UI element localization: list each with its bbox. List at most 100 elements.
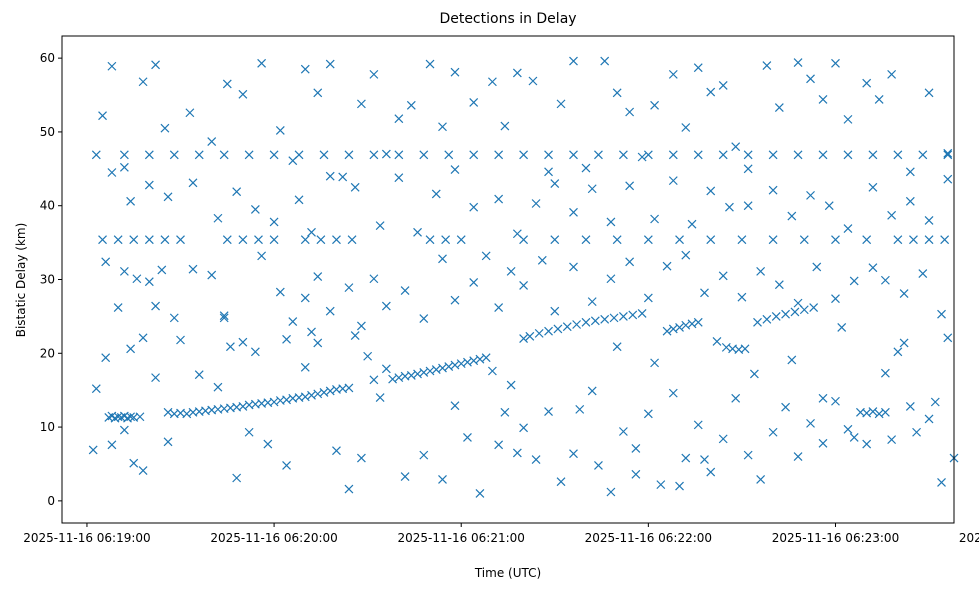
data-point: [943, 333, 953, 343]
data-point: [194, 150, 204, 160]
data-point: [344, 484, 354, 494]
data-point: [771, 311, 781, 321]
data-point: [687, 219, 697, 229]
data-point: [250, 204, 260, 214]
data-point: [606, 487, 616, 497]
data-point: [790, 307, 800, 317]
data-point: [606, 274, 616, 284]
data-point: [531, 455, 541, 464]
data-point: [912, 427, 921, 437]
data-point: [650, 214, 660, 224]
data-point: [590, 316, 600, 326]
data-point: [356, 321, 366, 331]
data-point: [222, 235, 232, 245]
data-point: [612, 342, 622, 352]
data-point: [163, 437, 173, 447]
data-point: [793, 452, 803, 462]
data-point: [643, 235, 653, 245]
data-point: [494, 303, 504, 312]
data-point: [631, 444, 641, 453]
data-point: [344, 383, 354, 393]
data-point: [325, 59, 335, 69]
data-point: [880, 275, 890, 285]
data-point: [135, 412, 145, 422]
data-point: [905, 401, 915, 411]
data-point: [494, 150, 504, 160]
chart-title: Detections in Delay: [439, 11, 576, 27]
data-point: [238, 89, 248, 99]
data-point: [469, 97, 479, 107]
data-point: [868, 150, 878, 160]
data-point: [749, 369, 759, 379]
data-point: [843, 150, 853, 160]
data-point: [681, 453, 691, 463]
data-point: [831, 294, 840, 304]
data-point: [569, 207, 578, 217]
data-point: [818, 393, 828, 403]
data-point: [163, 192, 173, 202]
data-point: [232, 473, 242, 483]
data-point: [737, 292, 747, 302]
data-point: [793, 58, 803, 67]
data-point: [943, 174, 953, 184]
data-point: [868, 407, 878, 417]
data-point: [762, 61, 772, 70]
data-point: [725, 202, 734, 212]
data-point: [463, 432, 472, 442]
data-point: [743, 201, 753, 211]
data-point: [244, 427, 254, 437]
data-point: [425, 235, 435, 245]
data-point: [176, 335, 185, 345]
data-point: [169, 150, 179, 160]
data-point: [905, 167, 915, 177]
data-point: [325, 306, 335, 316]
data-point: [544, 167, 553, 177]
data-point: [207, 270, 217, 280]
data-point: [668, 388, 678, 398]
data-point: [768, 150, 778, 160]
data-point: [700, 455, 709, 464]
data-point: [812, 262, 822, 272]
data-point: [843, 424, 853, 434]
data-point: [519, 150, 529, 160]
data-point: [101, 257, 111, 267]
data-point: [450, 165, 460, 174]
data-point: [918, 150, 928, 160]
data-point: [893, 347, 903, 357]
data-point: [219, 150, 229, 160]
data-point: [138, 466, 148, 476]
data-point: [275, 126, 285, 135]
data-point: [643, 150, 653, 160]
data-point: [887, 435, 897, 445]
data-point: [940, 235, 950, 245]
data-point: [575, 404, 585, 414]
y-tick-label: 40: [40, 199, 55, 213]
data-point: [419, 150, 429, 160]
data-point: [781, 402, 791, 412]
data-point: [438, 475, 447, 484]
data-point: [693, 63, 703, 73]
data-point: [238, 337, 248, 347]
data-point: [618, 311, 628, 321]
data-point: [254, 235, 263, 245]
data-point: [487, 366, 497, 376]
data-point: [300, 293, 310, 303]
data-point: [843, 114, 853, 124]
data-point: [113, 235, 123, 245]
data-point: [930, 397, 940, 407]
data-point: [506, 266, 516, 276]
data-point: [481, 353, 491, 363]
data-point: [806, 190, 815, 200]
data-point: [706, 467, 716, 477]
data-point: [550, 306, 560, 316]
data-point: [441, 235, 451, 245]
data-point: [731, 393, 741, 403]
data-point: [718, 150, 728, 160]
data-point: [356, 99, 366, 109]
data-point: [313, 88, 323, 98]
data-point: [144, 180, 154, 190]
data-point: [818, 150, 828, 160]
data-point: [316, 235, 326, 245]
data-point: [394, 150, 404, 160]
